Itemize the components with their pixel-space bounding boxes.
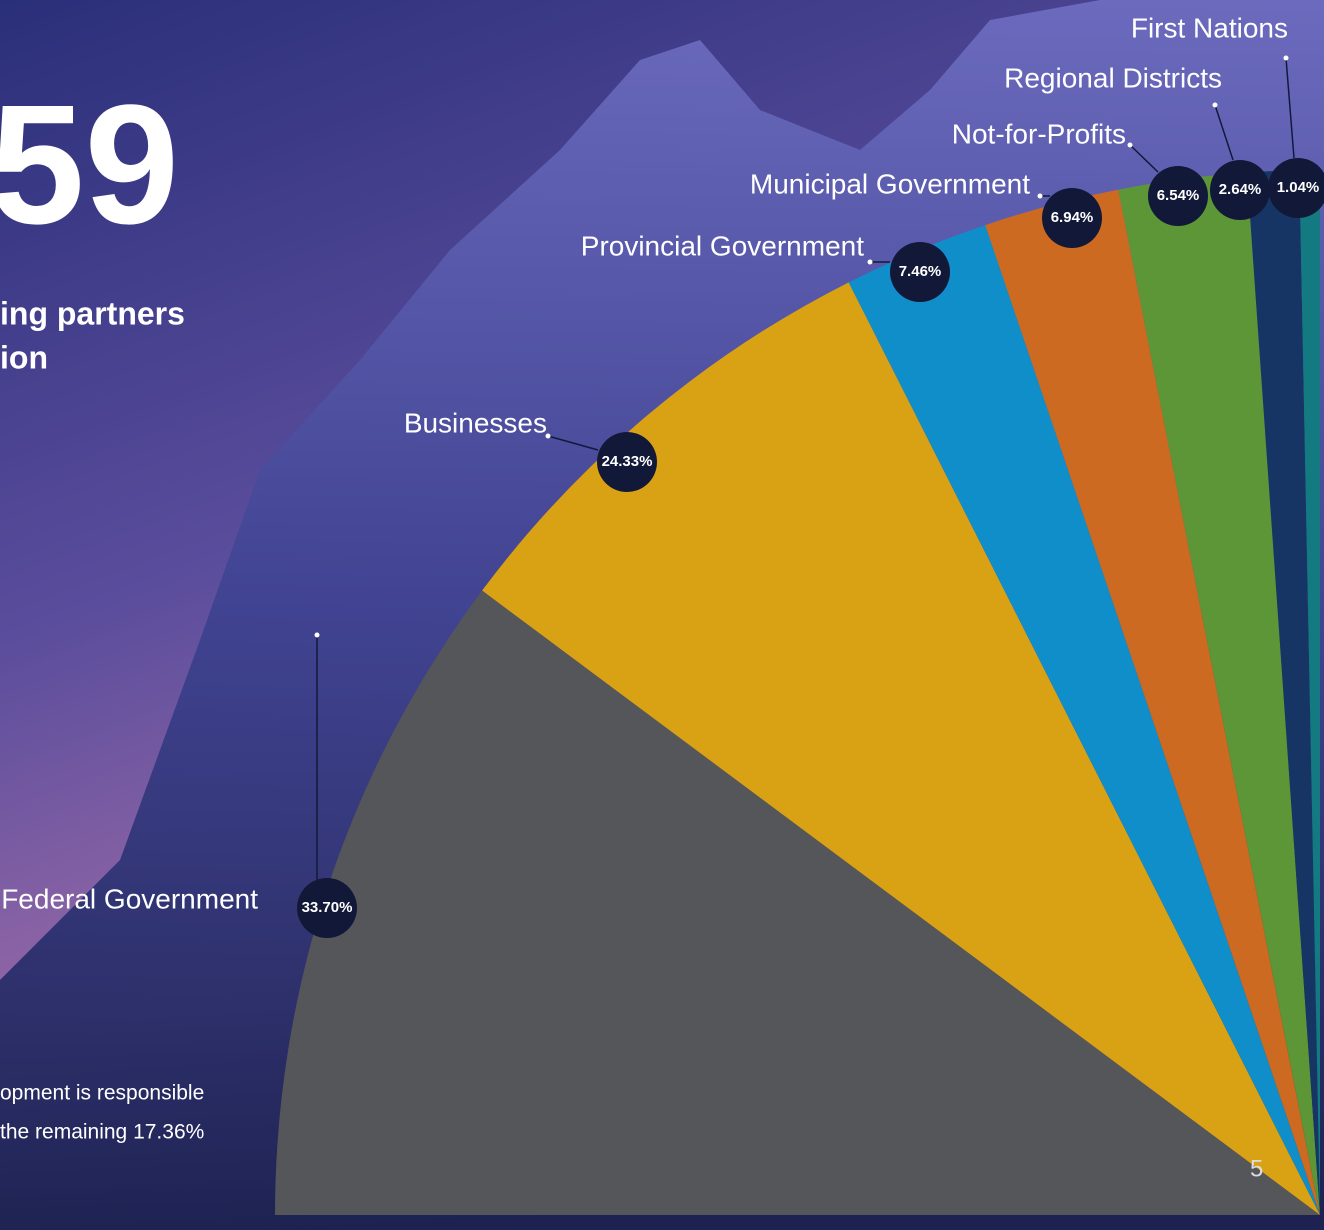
big-number: 59 [0,70,179,260]
leader-line [1285,57,1295,159]
value-label: 6.94% [1051,209,1094,226]
pie-slice [482,282,1320,1215]
labels: Federal Government 33.70% Businesses 24.33%… [1,12,1324,938]
leader-dot [867,259,873,265]
leader-dot [314,632,320,638]
value-badge [1268,158,1324,218]
leader-dot [1212,102,1218,108]
value-label: 1.04% [1277,179,1320,196]
value-label: 6.54% [1157,187,1200,204]
pie-chart [275,170,1320,1216]
category-label: Provincial Government [581,230,864,261]
pie-slice [1246,170,1320,1216]
value-badge [1148,166,1208,226]
category-label: Not-for-Profits [952,118,1126,149]
leader-dot [1127,142,1133,148]
pie-slice [848,225,1320,1216]
pie-slice [1118,172,1320,1215]
leader-line [547,435,599,451]
leader-line [1129,144,1159,173]
value-label: 2.64% [1219,181,1262,198]
value-label: 24.33% [602,453,653,470]
pie-slice [275,590,1320,1215]
heading-line: ion [0,339,48,375]
note-line: the remaining 17.36% [0,1121,204,1144]
leader-dot [1037,193,1043,199]
category-label: Municipal Government [750,168,1030,199]
leader-line [1214,104,1234,161]
value-label: 7.46% [899,263,942,280]
pie-slice [985,189,1320,1215]
value-badge [1210,160,1270,220]
page-number: 5 [1250,1155,1263,1182]
pie-slice [1299,170,1320,1215]
value-badge [1042,188,1102,248]
heading-line: ing partners [0,295,185,331]
category-label: Businesses [404,407,547,438]
leader-dot [545,433,551,439]
value-badge [890,242,950,302]
note-line: opment is responsible [0,1082,204,1105]
value-badge [297,878,357,938]
value-label: 33.70% [302,899,353,916]
leader-dot [1283,55,1289,61]
category-label: Regional Districts [1004,62,1222,93]
category-label: Federal Government [1,883,258,914]
category-label: First Nations [1131,12,1288,43]
value-badge [597,432,657,492]
